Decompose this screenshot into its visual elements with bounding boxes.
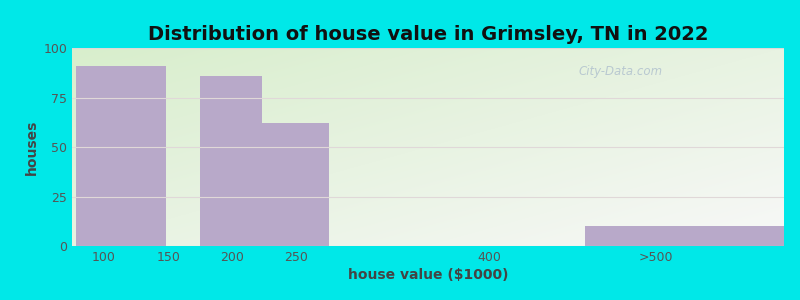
- Title: Distribution of house value in Grimsley, TN in 2022: Distribution of house value in Grimsley,…: [148, 25, 708, 44]
- Bar: [585, 226, 784, 246]
- Bar: [262, 123, 329, 246]
- Text: City-Data.com: City-Data.com: [578, 65, 662, 78]
- Bar: [76, 66, 166, 246]
- Bar: [200, 76, 262, 246]
- X-axis label: house value ($1000): house value ($1000): [348, 268, 508, 282]
- Y-axis label: houses: houses: [25, 119, 39, 175]
